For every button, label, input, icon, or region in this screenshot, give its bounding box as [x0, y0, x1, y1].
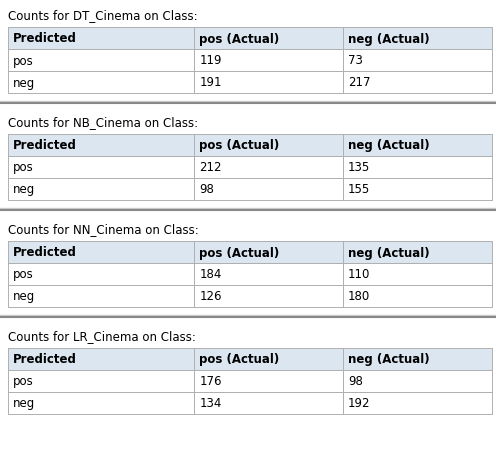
- Bar: [8, 179, 194, 201]
- Bar: [343, 179, 492, 201]
- Text: 192: 192: [348, 397, 371, 409]
- Text: pos (Actual): pos (Actual): [199, 246, 280, 259]
- Bar: [194, 348, 343, 370]
- Bar: [343, 370, 492, 392]
- Text: 176: 176: [199, 375, 222, 388]
- Bar: [194, 72, 343, 94]
- Bar: [343, 28, 492, 50]
- Text: 134: 134: [199, 397, 222, 409]
- Bar: [194, 179, 343, 201]
- Bar: [8, 241, 194, 263]
- Text: Predicted: Predicted: [13, 139, 77, 152]
- Text: 184: 184: [199, 268, 222, 281]
- Bar: [343, 50, 492, 72]
- Text: pos (Actual): pos (Actual): [199, 33, 280, 45]
- Text: pos (Actual): pos (Actual): [199, 353, 280, 366]
- Bar: [8, 50, 194, 72]
- Text: 119: 119: [199, 54, 222, 67]
- Bar: [8, 72, 194, 94]
- Text: Predicted: Predicted: [13, 353, 77, 366]
- Text: neg: neg: [13, 183, 35, 196]
- Bar: [343, 157, 492, 179]
- Text: neg (Actual): neg (Actual): [348, 33, 430, 45]
- Text: 73: 73: [348, 54, 363, 67]
- Bar: [343, 241, 492, 263]
- Text: Predicted: Predicted: [13, 33, 77, 45]
- Text: pos: pos: [13, 54, 34, 67]
- Bar: [194, 285, 343, 308]
- Text: 191: 191: [199, 76, 222, 90]
- Text: 180: 180: [348, 290, 370, 303]
- Text: neg (Actual): neg (Actual): [348, 139, 430, 152]
- Text: 217: 217: [348, 76, 371, 90]
- Bar: [8, 28, 194, 50]
- Text: 135: 135: [348, 161, 370, 174]
- Bar: [194, 134, 343, 157]
- Text: 98: 98: [199, 183, 214, 196]
- Bar: [343, 392, 492, 414]
- Bar: [8, 348, 194, 370]
- Text: 155: 155: [348, 183, 370, 196]
- Bar: [194, 50, 343, 72]
- Text: pos: pos: [13, 375, 34, 388]
- Text: Counts for LR_Cinema on Class:: Counts for LR_Cinema on Class:: [8, 330, 196, 343]
- Bar: [8, 263, 194, 285]
- Bar: [194, 241, 343, 263]
- Bar: [194, 28, 343, 50]
- Bar: [8, 370, 194, 392]
- Text: neg: neg: [13, 397, 35, 409]
- Bar: [343, 285, 492, 308]
- Text: neg: neg: [13, 290, 35, 303]
- Text: pos: pos: [13, 268, 34, 281]
- Text: pos: pos: [13, 161, 34, 174]
- Text: 212: 212: [199, 161, 222, 174]
- Text: Counts for NB_Cinema on Class:: Counts for NB_Cinema on Class:: [8, 116, 198, 129]
- Bar: [8, 392, 194, 414]
- Text: neg (Actual): neg (Actual): [348, 353, 430, 366]
- Text: Counts for NN_Cinema on Class:: Counts for NN_Cinema on Class:: [8, 223, 199, 236]
- Bar: [8, 285, 194, 308]
- Text: 110: 110: [348, 268, 371, 281]
- Bar: [194, 370, 343, 392]
- Text: Predicted: Predicted: [13, 246, 77, 259]
- Text: Counts for DT_Cinema on Class:: Counts for DT_Cinema on Class:: [8, 10, 197, 22]
- Bar: [343, 263, 492, 285]
- Text: pos (Actual): pos (Actual): [199, 139, 280, 152]
- Text: neg (Actual): neg (Actual): [348, 246, 430, 259]
- Text: 98: 98: [348, 375, 363, 388]
- Bar: [194, 157, 343, 179]
- Bar: [194, 392, 343, 414]
- Bar: [343, 72, 492, 94]
- Text: neg: neg: [13, 76, 35, 90]
- Bar: [8, 157, 194, 179]
- Bar: [8, 134, 194, 157]
- Bar: [343, 134, 492, 157]
- Bar: [343, 348, 492, 370]
- Text: 126: 126: [199, 290, 222, 303]
- Bar: [194, 263, 343, 285]
